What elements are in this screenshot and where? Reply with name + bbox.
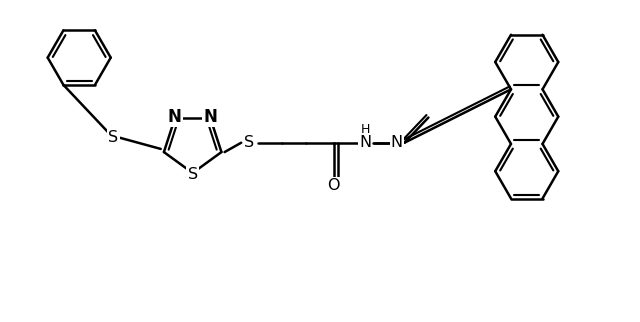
Text: H: H — [361, 123, 370, 136]
Text: N: N — [359, 135, 371, 150]
Text: N: N — [168, 108, 182, 126]
Text: S: S — [244, 135, 255, 150]
Text: O: O — [328, 178, 340, 193]
Text: N: N — [204, 108, 218, 126]
Text: S: S — [108, 130, 118, 145]
Text: N: N — [391, 135, 403, 150]
Text: S: S — [188, 167, 198, 182]
